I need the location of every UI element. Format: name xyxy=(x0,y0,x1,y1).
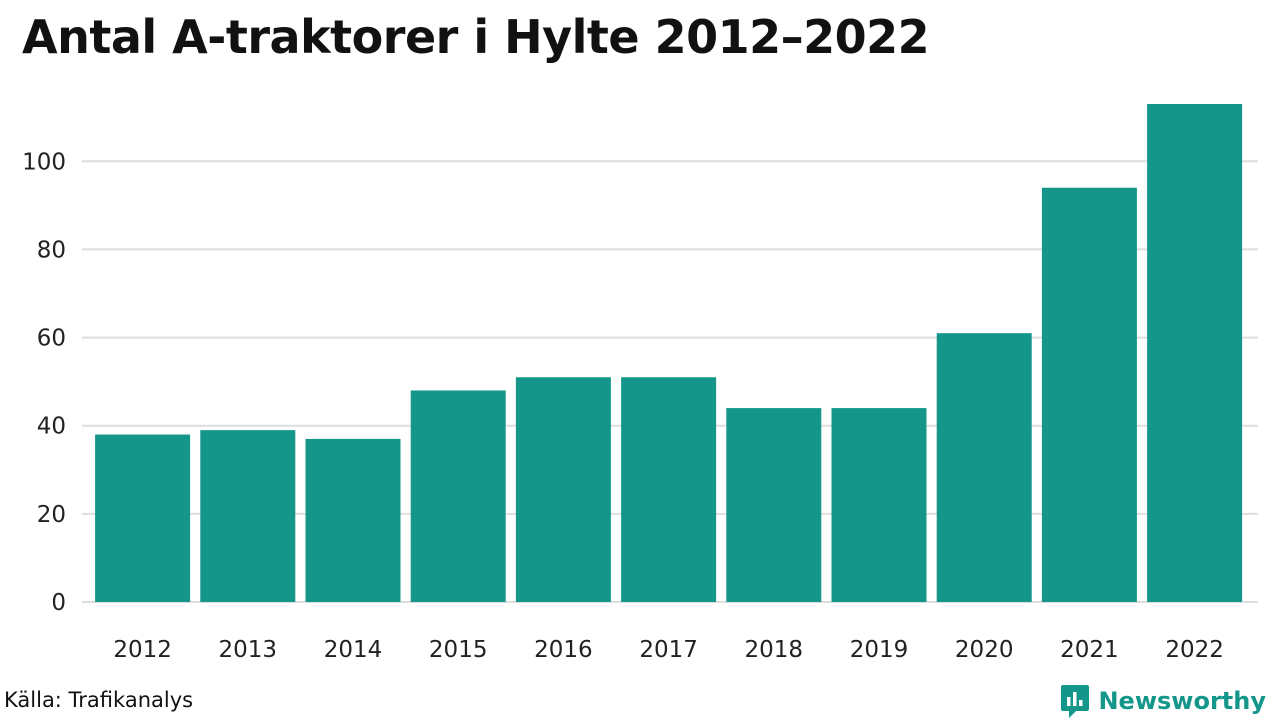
bar-2014 xyxy=(305,438,401,602)
y-tick-label: 0 xyxy=(51,590,66,616)
bars xyxy=(95,104,1243,603)
bar-2021 xyxy=(1041,187,1137,603)
y-tick-label: 60 xyxy=(37,326,66,352)
bar-2020 xyxy=(936,333,1032,602)
x-tick-label: 2020 xyxy=(955,637,1014,663)
x-tick-label: 2022 xyxy=(1165,637,1224,663)
newsworthy-logo-icon xyxy=(1061,685,1090,718)
x-tick-label: 2018 xyxy=(745,637,804,663)
bar-2016 xyxy=(515,377,611,602)
x-tick-label: 2014 xyxy=(324,637,383,663)
bar-2015 xyxy=(410,390,506,602)
brand-logo: Newsworthy xyxy=(1060,683,1266,719)
brand-name: Newsworthy xyxy=(1098,687,1266,715)
x-tick-label: 2021 xyxy=(1060,637,1119,663)
bar-2012 xyxy=(95,434,191,602)
bar-2022 xyxy=(1147,104,1243,602)
x-axis-ticks: 2012 2013 2014 2015 2016 2017 2018 2019 2020 2021… xyxy=(113,637,1224,663)
x-tick-label: 2013 xyxy=(219,637,278,663)
bar-2019 xyxy=(831,408,927,602)
x-tick-label: 2017 xyxy=(639,637,698,663)
x-tick-label: 2015 xyxy=(429,637,488,663)
y-tick-label: 80 xyxy=(37,237,66,263)
chart-title: Antal A-traktorer i Hylte 2012–2022 xyxy=(22,10,930,64)
source-note: Källa: Trafikanalys xyxy=(4,688,194,712)
x-tick-label: 2016 xyxy=(534,637,593,663)
bar-2017 xyxy=(621,377,717,602)
x-tick-label: 2012 xyxy=(113,637,172,663)
bar-2018 xyxy=(726,408,822,602)
y-tick-label: 20 xyxy=(37,502,66,528)
y-axis-ticks: 0 20 40 60 80 100 xyxy=(22,149,66,616)
bar-2013 xyxy=(200,430,296,602)
y-tick-label: 100 xyxy=(22,149,66,175)
x-tick-label: 2019 xyxy=(850,637,909,663)
y-tick-label: 40 xyxy=(37,414,66,440)
